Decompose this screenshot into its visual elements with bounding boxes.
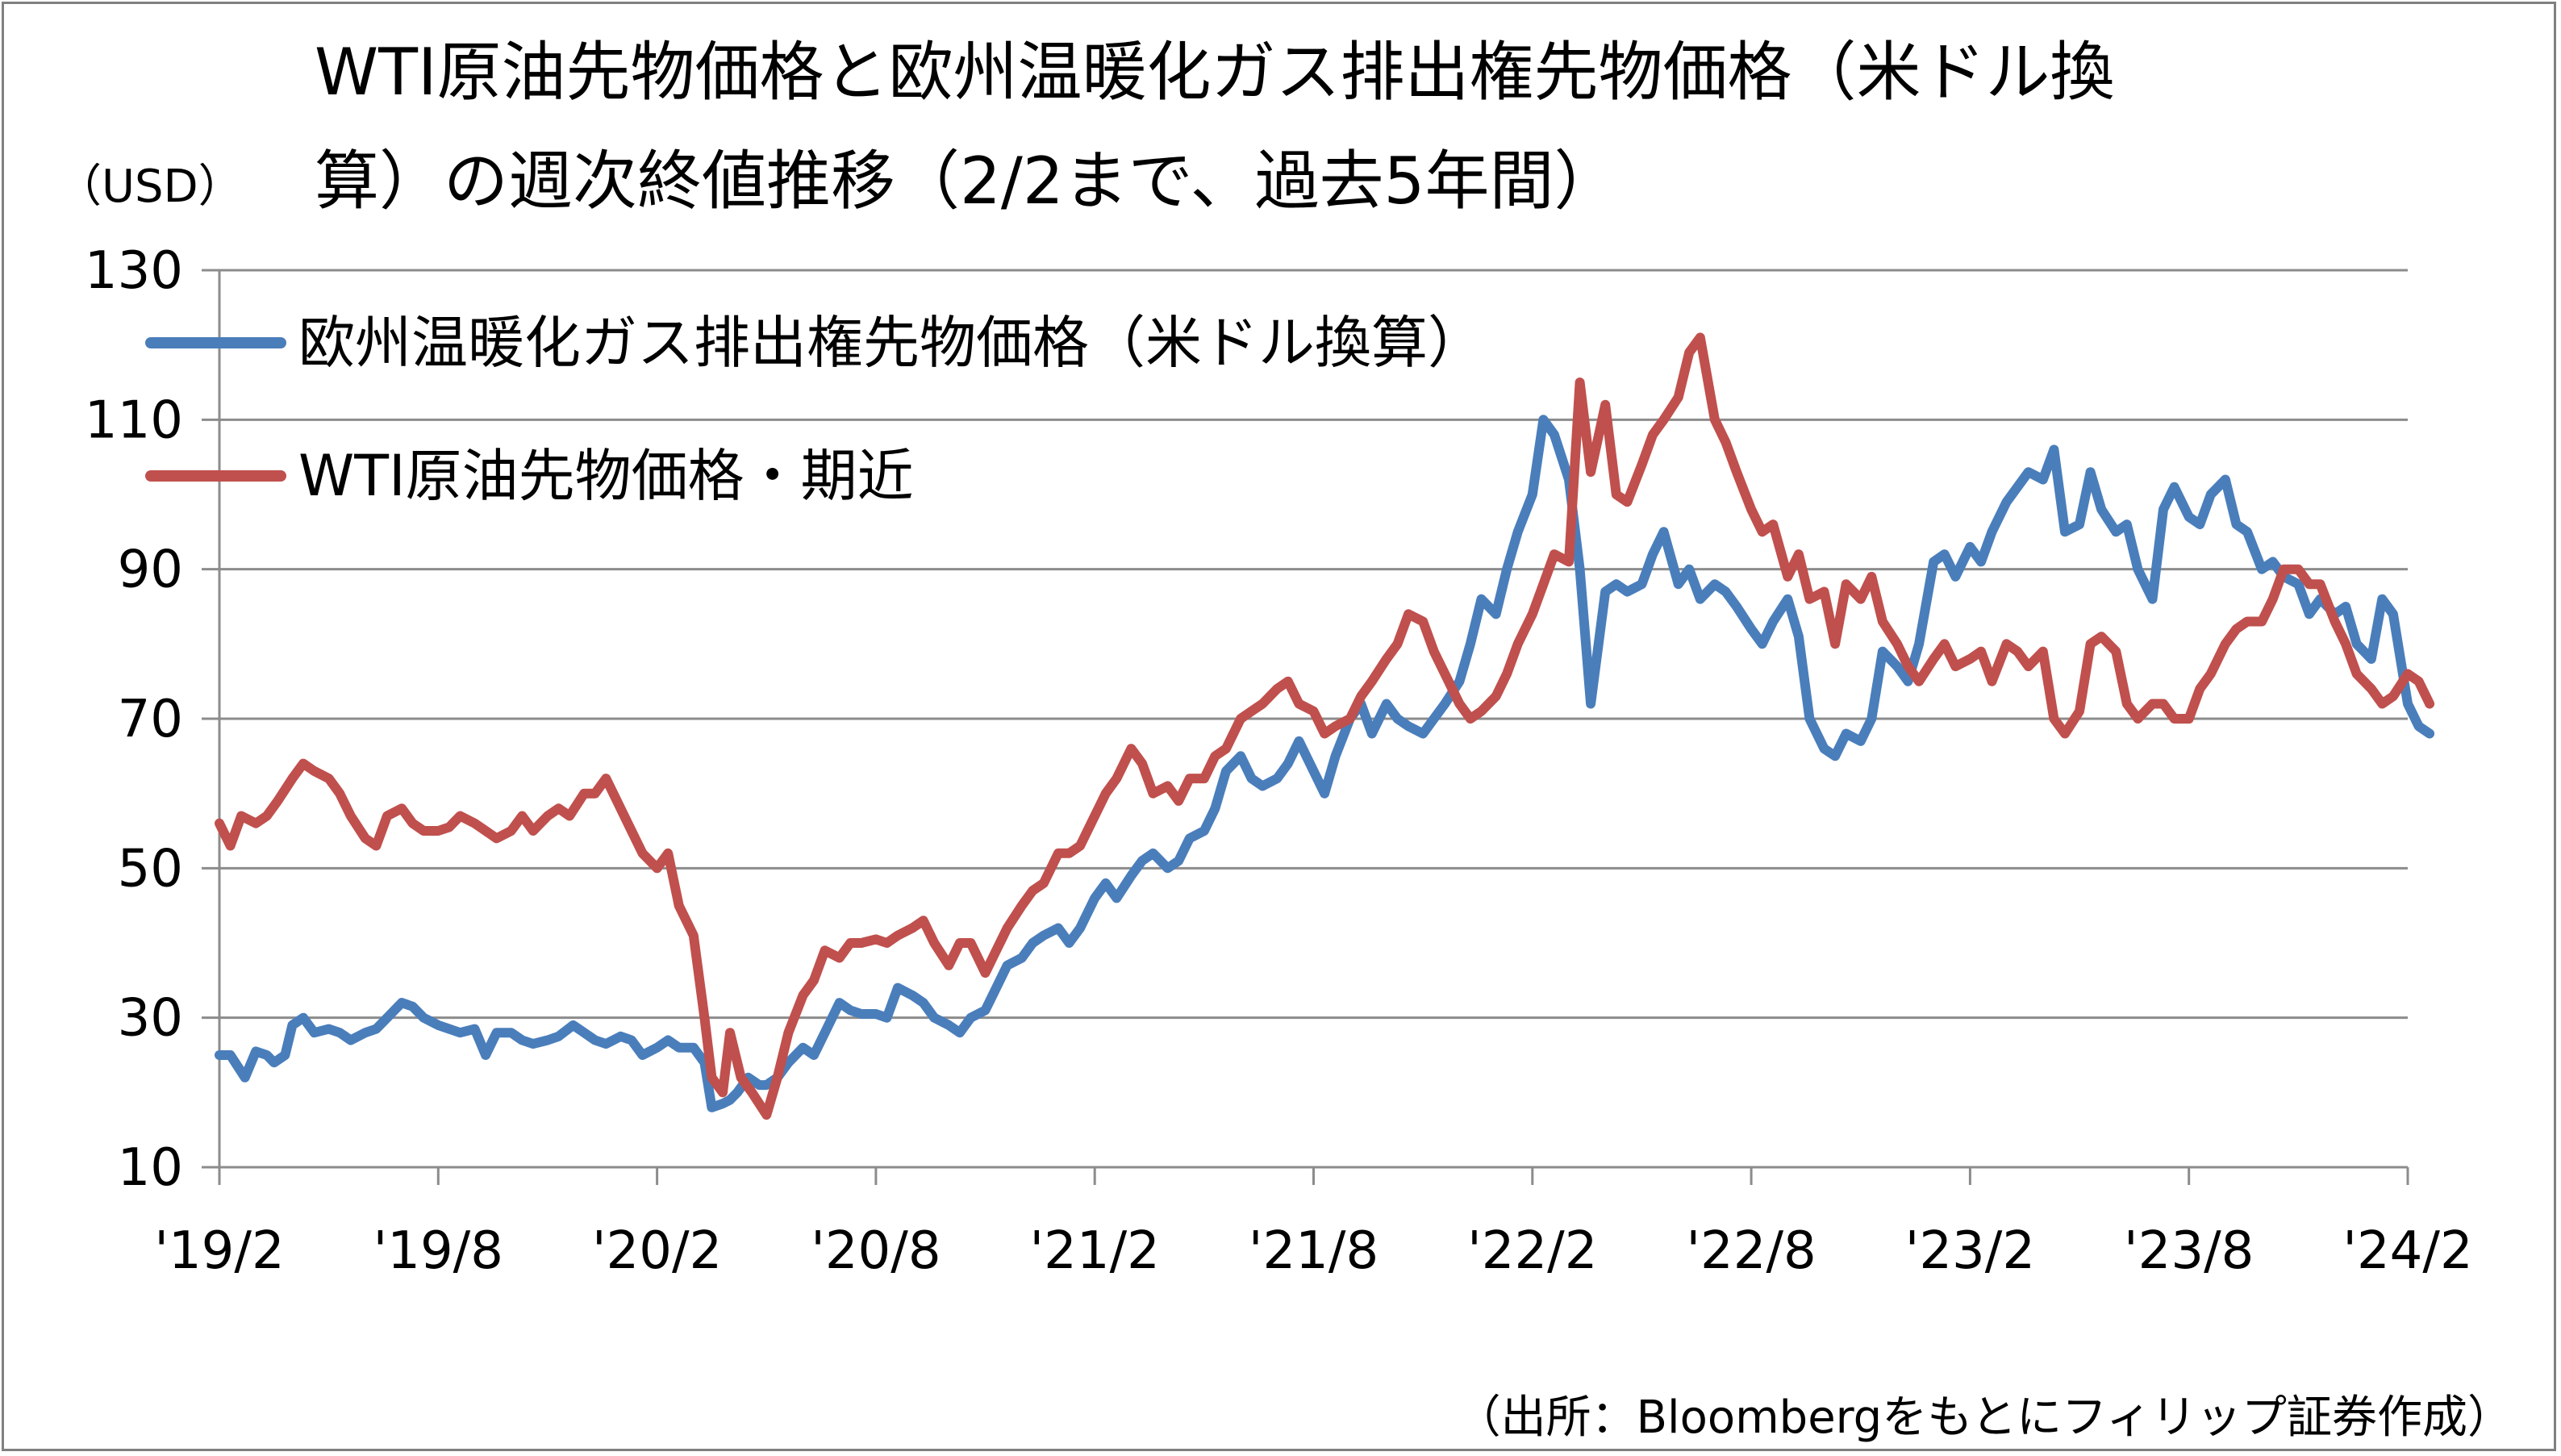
x-tick-label: '20/2 bbox=[592, 1221, 722, 1281]
x-tick-label: '20/8 bbox=[811, 1221, 941, 1281]
y-tick-label: 50 bbox=[118, 839, 183, 899]
x-tick-label: '21/8 bbox=[1249, 1221, 1379, 1281]
source-note: （出所：Bloombergをもとにフィリップ証券作成） bbox=[1455, 1391, 2513, 1444]
series-line-emission bbox=[215, 415, 2435, 1112]
y-tick-label: 110 bbox=[85, 390, 183, 450]
y-tick-label: 130 bbox=[85, 241, 183, 301]
y-tick-label: 10 bbox=[118, 1138, 183, 1198]
chart-title-line-2: 算）の週次終値推移（2/2まで、過去5年間） bbox=[315, 144, 1619, 219]
y-tick-label: 30 bbox=[118, 989, 183, 1049]
x-tick-label: '23/8 bbox=[2124, 1221, 2254, 1281]
legend-swatch-emission bbox=[145, 337, 286, 348]
series-line-wti bbox=[215, 332, 2435, 1120]
x-tick-label: '24/2 bbox=[2342, 1221, 2472, 1281]
x-tick-label: '19/2 bbox=[154, 1221, 284, 1281]
x-tick-label: '21/2 bbox=[1030, 1221, 1160, 1281]
chart-title-line-1: WTI原油先物価格と欧州温暖化ガス排出権先物価格（米ドル換 bbox=[315, 35, 2115, 110]
y-tick-label: 70 bbox=[118, 690, 183, 749]
x-tick-label: '19/8 bbox=[373, 1221, 503, 1281]
legend-label-emission: 欧州温暖化ガス排出権先物価格（米ドル換算） bbox=[298, 310, 1484, 376]
legend-swatch-wti bbox=[145, 470, 286, 482]
y-axis-unit-label: （USD） bbox=[56, 161, 244, 213]
x-tick-label: '22/2 bbox=[1467, 1221, 1597, 1281]
legend-label-wti: WTI原油先物価格・期近 bbox=[298, 443, 914, 509]
y-tick-label: 90 bbox=[118, 540, 183, 600]
x-tick-label: '23/2 bbox=[1905, 1221, 2035, 1281]
x-tick-label: '22/8 bbox=[1686, 1221, 1816, 1281]
